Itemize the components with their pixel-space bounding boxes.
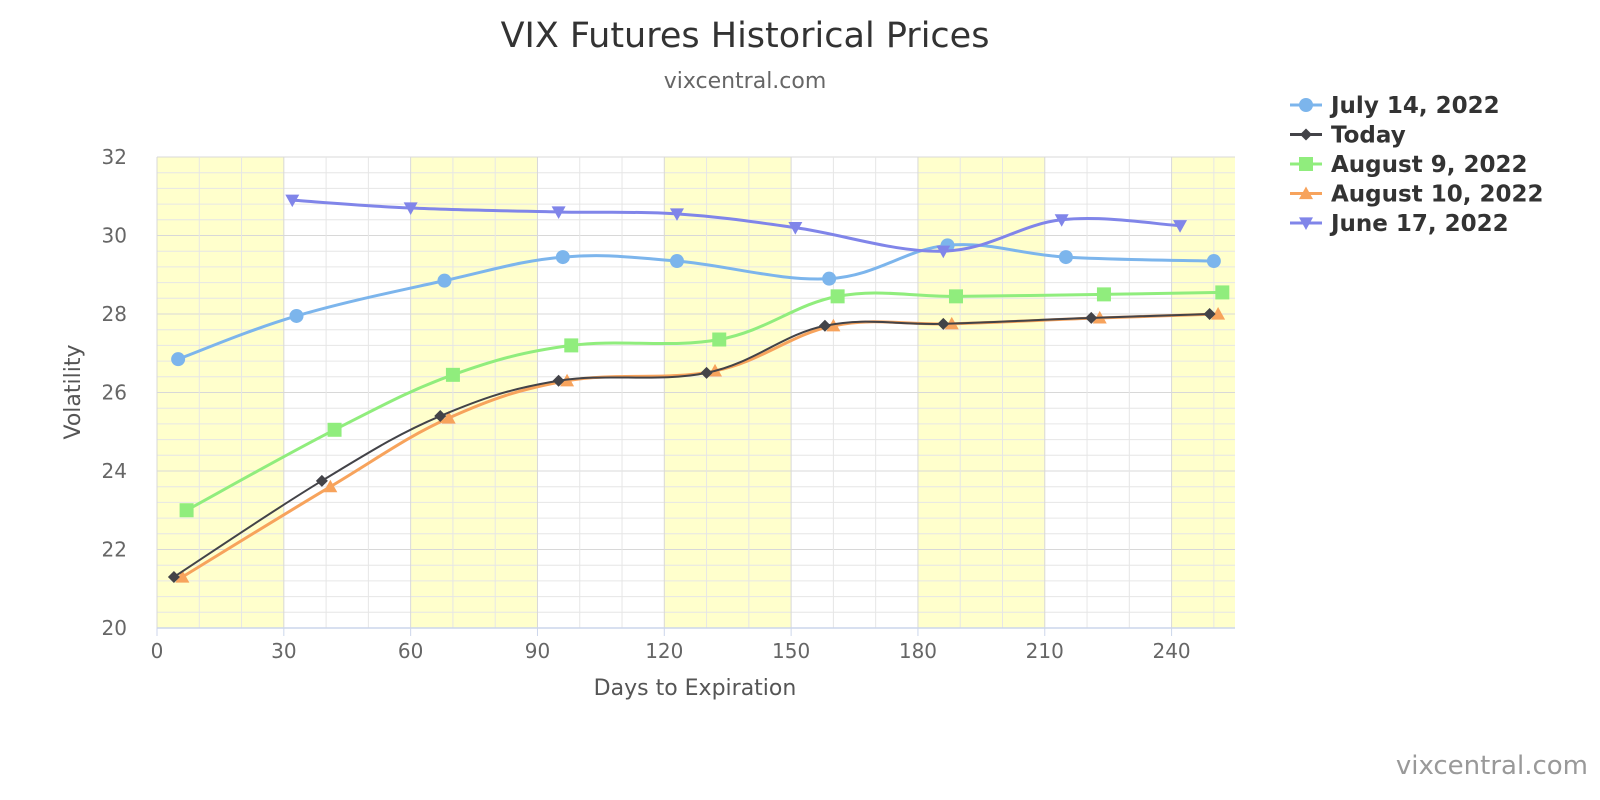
legend-item[interactable]: August 10, 2022 xyxy=(1290,182,1543,208)
legend-label: June 17, 2022 xyxy=(1329,211,1509,237)
series-2 xyxy=(179,285,1230,518)
data-point xyxy=(1215,285,1230,300)
data-point xyxy=(1058,250,1073,265)
y-tick-label: 22 xyxy=(102,538,127,562)
x-axis-title: Days to Expiration xyxy=(594,676,797,701)
data-point xyxy=(1206,254,1221,269)
data-point xyxy=(564,338,579,353)
data-point xyxy=(555,250,570,265)
data-point xyxy=(1085,311,1098,324)
data-point xyxy=(315,474,328,487)
data-point xyxy=(700,366,713,379)
data-point xyxy=(1096,287,1111,302)
data-point xyxy=(179,503,194,518)
y-tick-label: 24 xyxy=(102,459,127,483)
data-point xyxy=(948,289,963,304)
data-point xyxy=(937,317,950,330)
legend-label: August 9, 2022 xyxy=(1331,152,1527,178)
legend-marker xyxy=(1299,98,1313,112)
data-point xyxy=(818,319,831,332)
y-tick-label: 26 xyxy=(102,381,127,405)
legend-marker xyxy=(1299,157,1313,171)
data-point xyxy=(403,202,418,216)
legend: July 14, 2022 Today August 9, 2022 August 1… xyxy=(1290,93,1543,237)
data-point xyxy=(822,271,837,286)
y-tick-label: 28 xyxy=(102,302,127,326)
data-point xyxy=(289,308,304,323)
data-point xyxy=(669,208,684,221)
data-point xyxy=(936,245,951,259)
data-point xyxy=(175,569,190,583)
series-line xyxy=(292,198,1181,253)
x-tick-label: 180 xyxy=(899,639,937,663)
x-tick-label: 150 xyxy=(772,639,810,663)
data-point xyxy=(830,289,845,304)
legend-marker xyxy=(1299,186,1313,200)
x-tick-label: 90 xyxy=(525,639,550,663)
series-line xyxy=(173,313,1210,578)
x-tick-label: 30 xyxy=(271,639,296,663)
data-point xyxy=(712,332,727,347)
legend-item[interactable]: Today xyxy=(1290,123,1406,149)
data-point xyxy=(437,273,452,288)
data-point xyxy=(445,367,460,382)
data-point xyxy=(1203,308,1216,320)
data-point xyxy=(1173,220,1188,233)
series-0 xyxy=(171,238,1221,367)
x-tick-label: 210 xyxy=(1026,639,1064,663)
legend-marker xyxy=(1300,128,1312,141)
x-tick-label: 240 xyxy=(1152,639,1190,663)
legend-item[interactable]: August 9, 2022 xyxy=(1290,152,1527,178)
data-point xyxy=(552,374,565,387)
legend-item[interactable]: July 14, 2022 xyxy=(1290,93,1500,119)
data-point xyxy=(788,222,803,235)
data-point xyxy=(323,479,338,493)
axes: 0 30 60 90 120 150 180 210 240 20 22 24 26 28 30 32 xyxy=(102,145,1235,663)
data-point xyxy=(1054,214,1069,227)
x-tick-label: 60 xyxy=(398,639,423,663)
y-axis-title: Volatility xyxy=(61,344,86,439)
data-point xyxy=(669,254,684,269)
data-point xyxy=(285,194,300,208)
chart-title: VIX Futures Historical Prices xyxy=(501,16,990,56)
data-point xyxy=(551,206,566,219)
data-point xyxy=(434,410,447,423)
chart-subtitle: vixcentral.com xyxy=(664,69,827,94)
series-layer xyxy=(167,194,1230,583)
data-point xyxy=(167,570,180,583)
series-1 xyxy=(167,308,1216,583)
legend-label: August 10, 2022 xyxy=(1331,182,1543,208)
legend-label: July 14, 2022 xyxy=(1329,93,1500,119)
legend-label: Today xyxy=(1331,123,1406,149)
x-tick-label: 0 xyxy=(151,639,164,663)
data-point xyxy=(327,422,342,437)
legend-item[interactable]: June 17, 2022 xyxy=(1290,211,1509,237)
data-point xyxy=(171,352,186,367)
data-point xyxy=(1211,307,1226,320)
y-tick-label: 30 xyxy=(102,224,127,248)
x-tick-label: 120 xyxy=(645,639,683,663)
y-tick-label: 20 xyxy=(102,616,127,640)
y-tick-label: 32 xyxy=(102,145,127,169)
credit-text[interactable]: vixcentral.com xyxy=(1396,751,1588,781)
legend-marker xyxy=(1299,217,1313,230)
series-4 xyxy=(285,194,1188,259)
data-point xyxy=(441,411,456,424)
